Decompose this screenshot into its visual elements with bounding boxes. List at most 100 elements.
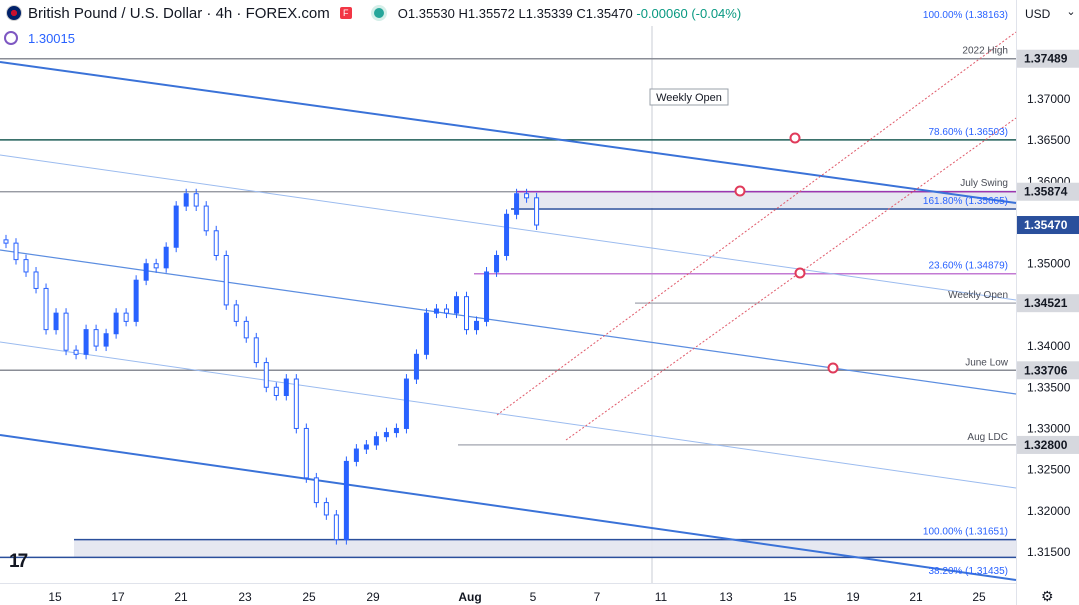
currency-label: USD xyxy=(1025,7,1051,21)
y-tick-label: 1.36500 xyxy=(1027,133,1071,147)
candle-body xyxy=(223,254,229,306)
x-tick-label: Aug xyxy=(458,590,481,604)
axis-price-tag xyxy=(1017,216,1079,235)
candle-body xyxy=(273,386,279,397)
candle-body xyxy=(504,213,510,256)
y-tick-label: 1.33000 xyxy=(1027,421,1071,435)
chart-header: British Pound / U.S. Dollar · 4h · FOREX… xyxy=(0,0,1010,26)
level-label: 38.20% (1.31435) xyxy=(928,566,1008,577)
candle-body xyxy=(443,308,449,314)
y-tick-label: 1.32500 xyxy=(1027,463,1071,477)
axis-price-tag xyxy=(1017,49,1079,68)
candle-body xyxy=(323,502,329,516)
x-tick-label: 25 xyxy=(302,590,316,604)
level-label: Weekly Open xyxy=(948,290,1008,301)
x-tick-label: 15 xyxy=(783,590,797,604)
candle-body xyxy=(63,312,69,351)
gbp-flag-icon xyxy=(6,5,22,21)
candle-body xyxy=(433,308,439,314)
candle-body xyxy=(53,312,59,331)
indicator-value: 1.30015 xyxy=(28,30,75,46)
candle-body xyxy=(183,193,189,207)
candle-body xyxy=(163,246,169,269)
ohlc-readout: O1.35530 H1.35572 L1.35339 C1.35470 -0.0… xyxy=(398,6,741,21)
candle-body xyxy=(83,329,89,355)
y-tick-label: 1.33500 xyxy=(1027,380,1071,394)
symbol-title[interactable]: British Pound / U.S. Dollar · 4h · FOREX… xyxy=(28,4,330,22)
x-tick-label: 23 xyxy=(238,590,252,604)
candle-body xyxy=(494,254,500,273)
support-zone xyxy=(74,539,1016,558)
annotation-box xyxy=(649,88,729,106)
currency-selector[interactable]: USD xyxy=(1016,0,1079,28)
candle-body xyxy=(123,312,129,322)
axis-price-text: 1.34521 xyxy=(1024,296,1068,310)
pivot-marker-2 xyxy=(794,267,806,279)
candle-body xyxy=(133,279,139,322)
axis-price-tag xyxy=(1017,361,1079,380)
candle-body xyxy=(73,349,79,355)
settings-gear-icon[interactable]: ⚙ xyxy=(1041,588,1054,604)
x-tick-label: 15 xyxy=(48,590,62,604)
candle-body xyxy=(383,432,389,438)
level-label: 100.00% (1.31651) xyxy=(923,527,1008,538)
market-status-icon xyxy=(373,8,384,18)
candle-body xyxy=(113,312,119,335)
channel-upper xyxy=(0,61,1017,204)
candle-body xyxy=(103,333,109,347)
level-label: 2022 High xyxy=(962,46,1008,57)
indicator-row[interactable]: 1.30015 xyxy=(4,28,75,48)
change-value: -0.00060 (-0.04%) xyxy=(636,5,742,21)
candle-body xyxy=(33,271,39,289)
y-tick-label: 1.35000 xyxy=(1027,257,1071,271)
candle-body xyxy=(213,230,219,256)
candle-body xyxy=(453,296,459,314)
axis-price-text: 1.37489 xyxy=(1024,52,1068,66)
level-label: July Swing xyxy=(960,178,1008,189)
y-tick-label: 1.34000 xyxy=(1027,339,1071,353)
candle-body xyxy=(93,329,99,347)
pitchfork-lower xyxy=(565,117,1017,441)
candle-body xyxy=(13,242,19,261)
x-tick-label: 7 xyxy=(594,590,601,604)
candle-body xyxy=(514,193,520,215)
x-tick-label: 5 xyxy=(530,590,537,604)
annotation-label: Weekly Open xyxy=(656,92,722,104)
candle-body xyxy=(353,448,359,462)
source-badge-icon: F xyxy=(339,7,352,19)
y-tick-label: 1.32000 xyxy=(1027,504,1071,518)
low-value: L1.35339 xyxy=(518,5,573,21)
x-tick-label: 13 xyxy=(719,590,733,604)
candle-body xyxy=(153,263,159,269)
candle-body xyxy=(524,193,530,199)
x-tick-label: 11 xyxy=(655,590,668,604)
x-tick-label: 17 xyxy=(111,590,125,604)
pivot-marker-0 xyxy=(789,132,801,144)
indicator-icon xyxy=(4,31,18,45)
candle-body xyxy=(293,378,299,429)
candle-body xyxy=(363,444,369,450)
channel-lower xyxy=(0,434,1017,581)
open-value: O1.35530 xyxy=(397,5,455,21)
candle-body xyxy=(233,304,239,322)
candle-body xyxy=(343,460,349,541)
axis-price-tag xyxy=(1017,182,1079,201)
axis-price-tag xyxy=(1017,294,1079,313)
candle-body xyxy=(193,193,199,207)
pivot-marker-3 xyxy=(827,362,839,374)
candle-body xyxy=(464,296,470,331)
level-label: Aug LDC xyxy=(967,432,1008,443)
candle-body xyxy=(253,337,259,364)
level-label: 23.60% (1.34879) xyxy=(928,261,1008,272)
candle-body xyxy=(484,271,490,322)
close-value: C1.35470 xyxy=(576,5,633,21)
tradingview-logo[interactable]: 17 xyxy=(9,551,28,572)
candle-body xyxy=(3,239,9,244)
candle-body xyxy=(333,514,339,541)
channel-lower-mid xyxy=(0,341,1017,489)
candle-body xyxy=(313,477,319,504)
candle-body xyxy=(203,205,209,232)
pitchfork-upper xyxy=(496,31,1017,416)
axis-price-text: 1.35874 xyxy=(1024,185,1068,199)
